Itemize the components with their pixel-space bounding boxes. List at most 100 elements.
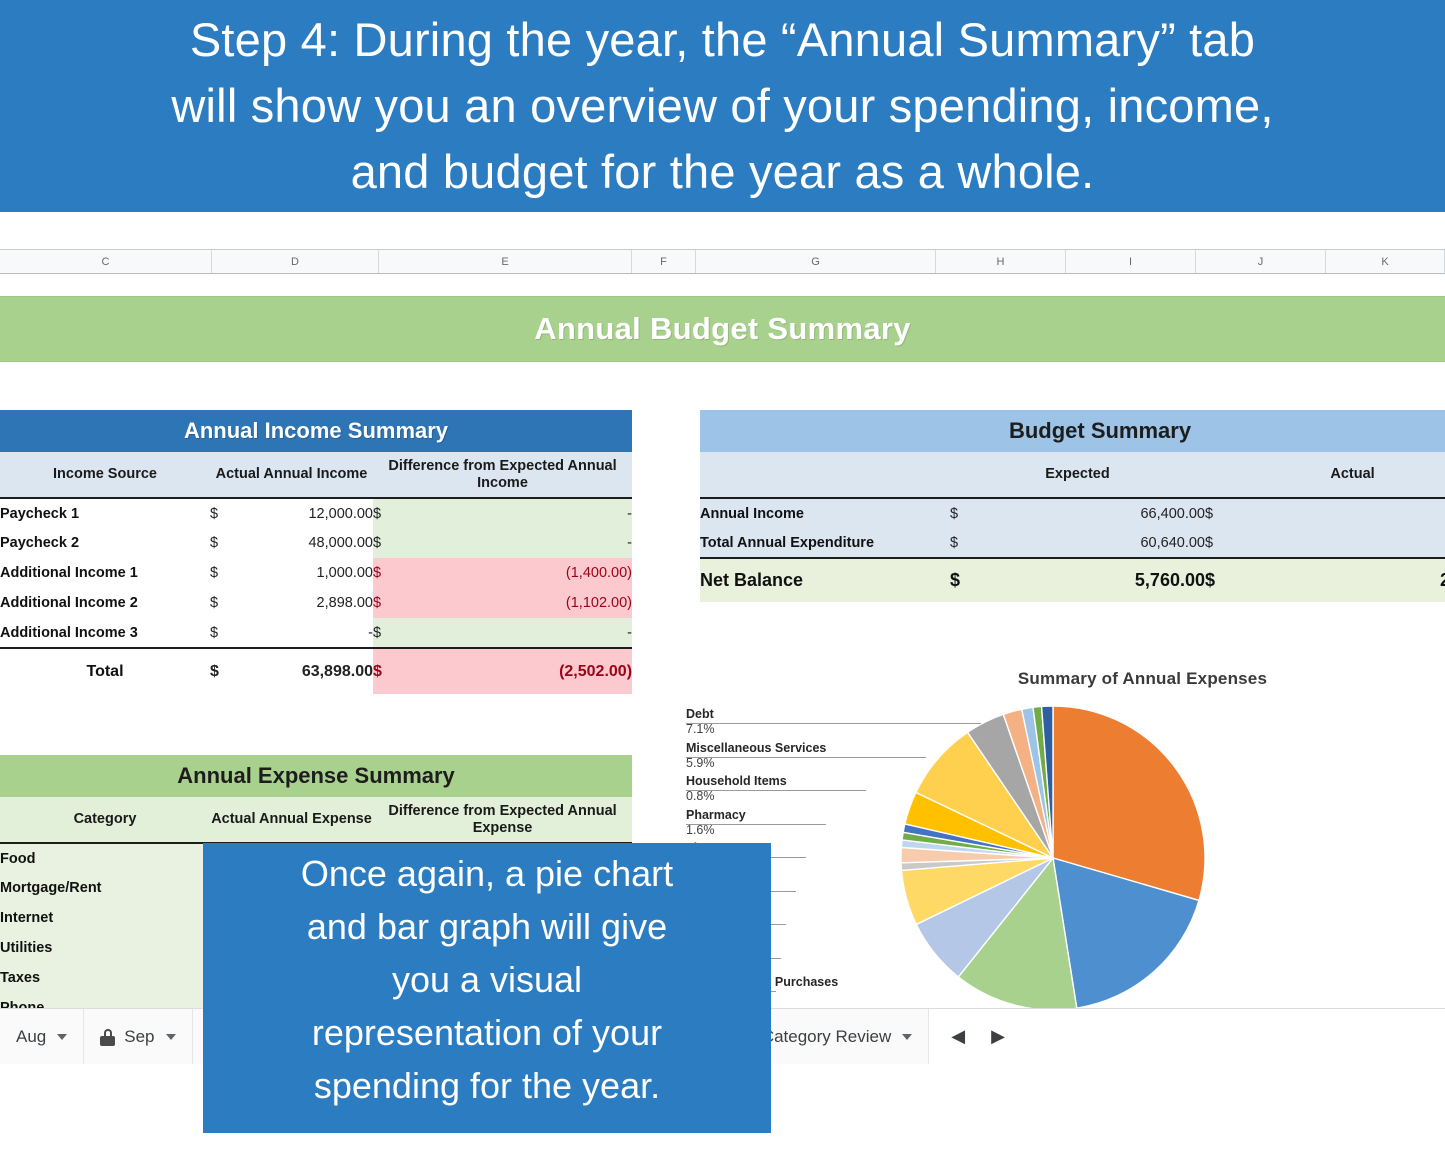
income-row-diff-currency: $ xyxy=(373,618,411,649)
income-row-currency: $ xyxy=(210,558,248,588)
net-balance-expected-currency: $ xyxy=(950,558,990,602)
column-header-f[interactable]: F xyxy=(632,250,696,273)
annual-expenses-pie-chart: Summary of Annual Expenses Debt 7.1% Misce… xyxy=(680,655,1445,1010)
pie-callout-category: Debt xyxy=(686,707,714,721)
budget-header-expected: Expected xyxy=(950,452,1205,498)
income-row-diff-currency: $ xyxy=(373,528,411,558)
income-total-actual: 63,898.00 xyxy=(248,648,373,694)
income-row-currency: $ xyxy=(210,497,248,528)
income-row-source: Additional Income 1 xyxy=(0,558,210,588)
sheet-tab-aug[interactable]: Aug xyxy=(0,1009,85,1065)
sheet-tab-label: Aug xyxy=(16,1027,47,1046)
income-row-diff: - xyxy=(411,497,633,528)
income-row-source: Paycheck 1 xyxy=(0,497,210,528)
instruction-banner-top: Step 4: During the year, the “Annual Sum… xyxy=(0,0,1445,212)
next-sheet-icon[interactable]: ▶ xyxy=(991,1026,1005,1046)
income-header-diff: Difference from Expected Annual Income xyxy=(373,452,633,498)
income-row-diff-currency: $ xyxy=(373,558,411,588)
budget-row-actual: 61,002. xyxy=(1245,528,1445,559)
budget-header-actual: Actual xyxy=(1205,452,1445,498)
income-row-diff: - xyxy=(411,618,633,649)
income-table-title: Annual Income Summary xyxy=(0,410,633,452)
column-header-k[interactable]: K xyxy=(1326,250,1445,273)
pie-callout-leader-line xyxy=(686,790,866,791)
pie-callout-category: Household Items xyxy=(686,774,787,788)
column-header-c[interactable]: C xyxy=(0,250,212,273)
column-header-i[interactable]: I xyxy=(1066,250,1196,273)
income-row-actual: 48,000.00 xyxy=(248,528,373,558)
expense-table-header-row: Category Actual Annual Expense Differenc… xyxy=(0,797,633,843)
income-row-currency: $ xyxy=(210,618,248,649)
chevron-down-icon[interactable] xyxy=(57,1034,68,1040)
budget-table-header-row: Expected Actual xyxy=(700,452,1445,498)
pie-callout-category: Miscellaneous Services xyxy=(686,740,827,755)
tab-bar-filler xyxy=(1026,1009,1445,1064)
expense-row-category: Internet xyxy=(0,903,210,933)
income-table-header-row: Income Source Actual Annual Income Diffe… xyxy=(0,452,633,498)
budget-row-actual-currency: $ xyxy=(1205,497,1245,528)
sheet-tab-sep[interactable]: Sep xyxy=(84,1009,193,1065)
net-balance-label: Net Balance xyxy=(700,558,950,602)
pie-slice xyxy=(1040,705,1054,859)
lock-icon xyxy=(100,1028,116,1046)
expense-row-category: Mortgage/Rent xyxy=(0,873,210,903)
pie-chart-title: Summary of Annual Expenses xyxy=(680,669,1445,689)
income-table-title-row: Annual Income Summary xyxy=(0,410,633,452)
income-row: Additional Income 2 $2,898.00 $ (1,102.00) xyxy=(0,588,633,618)
income-row: Paycheck 2 $48,000.00 $ - xyxy=(0,528,633,558)
pie-chart-title-text: Summary of Annual Expenses xyxy=(1017,669,1268,688)
pie-callout-item: Household Items 0.8% xyxy=(686,774,986,808)
budget-row-actual: 63,898. xyxy=(1245,497,1445,528)
expense-header-category: Category xyxy=(0,797,210,843)
income-row-actual: 2,898.00 xyxy=(248,588,373,618)
column-header-d[interactable]: D xyxy=(212,250,379,273)
budget-table-title: Budget Summary xyxy=(700,410,1445,452)
pie-callout-item: Pharmacy 1.6% xyxy=(686,808,986,842)
expense-row-category: Utilities xyxy=(0,933,210,963)
sheet-tab-nav-arrows: ◀ ▶ xyxy=(929,1009,1027,1064)
sheet-tab-label: Category Review xyxy=(761,1027,892,1046)
net-balance-actual: 2,895.5 xyxy=(1245,558,1445,602)
chevron-down-icon[interactable] xyxy=(165,1034,176,1040)
budget-row: Total Annual Expenditure$60,640.00$61,00… xyxy=(700,528,1445,559)
annual-income-summary-table: Annual Income Summary Income Source Actu… xyxy=(0,410,633,694)
pie-callout-leader-line xyxy=(686,723,986,724)
income-row-actual: 1,000.00 xyxy=(248,558,373,588)
instruction-callout-text: Once again, a pie chart and bar graph wi… xyxy=(300,853,674,1106)
annual-budget-summary-title-text: Annual Budget Summary xyxy=(534,311,911,346)
expense-row-category: Taxes xyxy=(0,963,210,993)
income-row-diff: (1,400.00) xyxy=(411,558,633,588)
income-row: Additional Income 3 $ - $ - xyxy=(0,618,633,649)
income-row-diff: (1,102.00) xyxy=(411,588,633,618)
income-row-source: Additional Income 2 xyxy=(0,588,210,618)
pie-callout-percent: 5.9% xyxy=(686,755,715,770)
column-header-e[interactable]: E xyxy=(379,250,632,273)
budget-row-label: Annual Income xyxy=(700,497,950,528)
column-header-g[interactable]: G xyxy=(696,250,936,273)
income-row-diff-currency: $ xyxy=(373,497,411,528)
budget-net-balance-row: Net Balance$5,760.00$2,895.5 xyxy=(700,558,1445,602)
prev-sheet-icon[interactable]: ◀ xyxy=(951,1026,966,1046)
pie-slice xyxy=(1052,705,1206,902)
expense-table-title: Annual Expense Summary xyxy=(0,755,633,797)
budget-row-actual-currency: $ xyxy=(1205,528,1245,559)
budget-summary-table: Budget Summary Expected Actual Annual In… xyxy=(700,410,1445,602)
budget-row-expected-currency: $ xyxy=(950,497,990,528)
column-header-h[interactable]: H xyxy=(936,250,1066,273)
expense-table-title-row: Annual Expense Summary xyxy=(0,755,633,797)
budget-table-title-row: Budget Summary xyxy=(700,410,1445,452)
budget-row-expected: 66,400.00 xyxy=(990,497,1205,528)
income-row: Additional Income 1 $1,000.00 $ (1,400.00) xyxy=(0,558,633,588)
budget-header-blank xyxy=(700,452,950,498)
income-row-source: Paycheck 2 xyxy=(0,528,210,558)
pie-callout-item: Debt 7.1% xyxy=(686,707,986,741)
budget-table-body: Annual Income$66,400.00$63,898.Total Ann… xyxy=(700,497,1445,559)
instruction-callout-overlay: Once again, a pie chart and bar graph wi… xyxy=(203,843,771,1133)
pie-callout-category: Pharmacy xyxy=(686,807,746,822)
chevron-down-icon[interactable] xyxy=(902,1034,913,1040)
income-table-total: Total $63,898.00 $ (2,502.00) xyxy=(0,648,633,694)
column-header-j[interactable]: J xyxy=(1196,250,1326,273)
pie-callout-percent: 0.8% xyxy=(686,789,715,803)
